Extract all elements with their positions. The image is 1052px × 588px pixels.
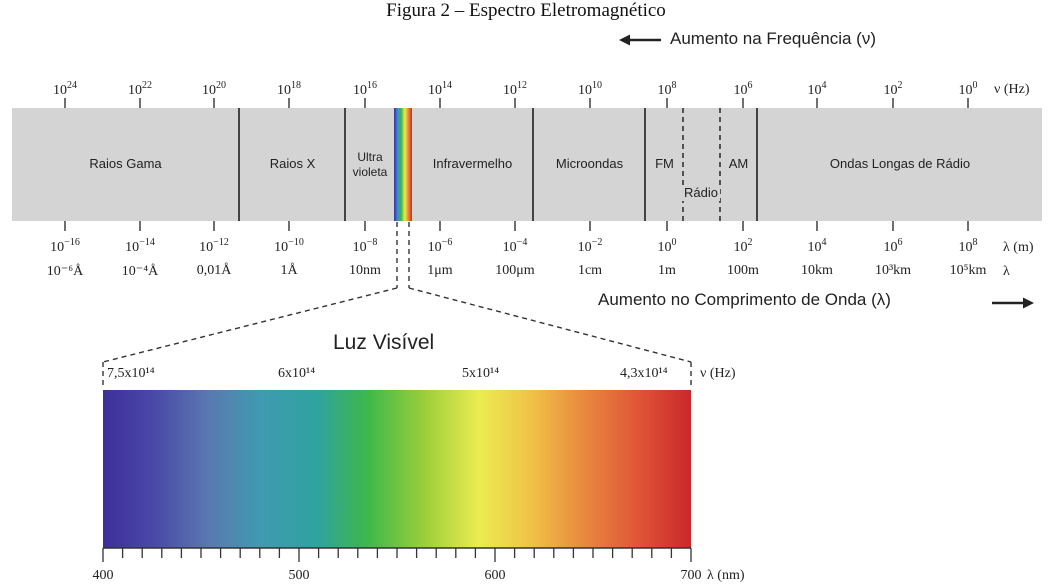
visible-frequency-label: 4,3x10¹⁴ [620, 366, 668, 381]
left-arrow-icon [619, 34, 661, 46]
band-gamma: Raios Gama [89, 156, 162, 172]
wavelength-tick-label: 10−4 [502, 237, 528, 255]
visible-light-title: Luz Visível [333, 331, 435, 354]
visible-strip [394, 108, 412, 221]
figure-title: Figura 2 – Espectro Eletromagnético [386, 0, 666, 21]
frequency-tick-label: 1012 [503, 80, 527, 98]
band-microwave: Microondas [555, 156, 624, 172]
wavelength-alt-label: 0,01Å [196, 263, 232, 278]
nanometer-scale [102, 547, 692, 562]
axis-tick-marks [64, 98, 969, 231]
wavelength-alt-label: 10⁻⁴Å [121, 264, 159, 279]
band-infrared: Infravermelho [432, 156, 513, 172]
visible-frequency-unit: ν (Hz) [700, 366, 736, 381]
right-arrow-icon [992, 297, 1034, 309]
wavelength-alt-label: 10⁻⁶Å [46, 264, 84, 279]
wavelength-tick-label: 10−2 [577, 237, 603, 255]
frequency-tick-label: 1014 [428, 80, 452, 98]
band-xray: Raios X [269, 156, 316, 172]
wavelength-alt-label: 1cm [577, 263, 603, 278]
frequency-tick-label: 1022 [128, 80, 152, 98]
nanometer-label: 400 [92, 568, 114, 583]
frequency-tick-label: 1010 [578, 80, 602, 98]
visible-spectrum-gradient [103, 390, 691, 548]
wavelength-tick-label: 10−10 [274, 237, 304, 255]
wavelength-alt-label: 1m [658, 263, 676, 278]
frequency-tick-label: 1016 [353, 80, 377, 98]
wavelength-tick-label: 10−16 [50, 237, 80, 255]
frequency-tick-label: 106 [733, 80, 753, 98]
wavelength-tick-label: 104 [807, 237, 827, 255]
wavelength-tick-label: 10−14 [125, 237, 155, 255]
zoom-lines [102, 222, 692, 388]
wavelength-alt-label: 10³km [874, 263, 912, 278]
visible-frequency-label: 7,5x10¹⁴ [107, 366, 155, 381]
band-ultraviolet: Ultra violeta [352, 149, 388, 179]
frequency-tick-label: 1020 [202, 80, 226, 98]
nanometer-label: 700 [680, 568, 702, 583]
frequency-tick-label: 100 [958, 80, 978, 98]
band-long-radio: Ondas Longas de Rádio [829, 156, 971, 172]
wavelength-tick-label: 10−6 [427, 237, 453, 255]
wavelength-tick-label: 108 [958, 237, 978, 255]
band-radio: Rádio [682, 184, 720, 202]
frequency-tick-label: 102 [883, 80, 903, 98]
wavelength-alt-label: 100m [727, 263, 759, 278]
wavelength-tick-label: 100 [657, 237, 677, 255]
band-am: AM [728, 156, 749, 172]
wavelength-tick-label: 10−12 [199, 237, 229, 255]
spectrum-band-bar [12, 108, 1042, 221]
wavelength-tick-label: 10−8 [352, 237, 378, 255]
visible-frequency-label: 5x10¹⁴ [462, 366, 500, 381]
wavelength-tick-label: 106 [883, 237, 903, 255]
wavelength-increase-caption: Aumento no Comprimento de Onda (λ) [598, 290, 891, 309]
wavelength-alt-label: 1μm [427, 263, 453, 278]
wavelength-alt-label: 10nm [349, 263, 381, 278]
frequency-tick-label: 1024 [53, 80, 77, 98]
wavelength-alt-label: 10km [801, 263, 833, 278]
visible-frequency-label: 6x10¹⁴ [278, 366, 316, 381]
wavelength-alt-label: 100μm [495, 263, 535, 278]
frequency-unit: ν (Hz) [994, 82, 1030, 97]
wavelength-unit-m: λ (m) [1003, 240, 1034, 255]
frequency-tick-label: 1018 [277, 80, 301, 98]
wavelength-alt-label: 1Å [280, 263, 298, 278]
band-dividers [238, 108, 758, 221]
wavelength-alt-label: 10⁵km [949, 263, 987, 278]
wavelength-unit-alt: λ [1003, 264, 1010, 279]
frequency-tick-label: 108 [657, 80, 677, 98]
nanometer-label: 500 [288, 568, 310, 583]
nanometer-label: 600 [484, 568, 506, 583]
band-fm: FM [655, 156, 674, 172]
frequency-increase-caption: Aumento na Frequência (ν) [670, 29, 876, 48]
frequency-tick-label: 104 [807, 80, 827, 98]
nanometer-unit: λ (nm) [707, 568, 745, 583]
wavelength-tick-label: 102 [733, 237, 753, 255]
